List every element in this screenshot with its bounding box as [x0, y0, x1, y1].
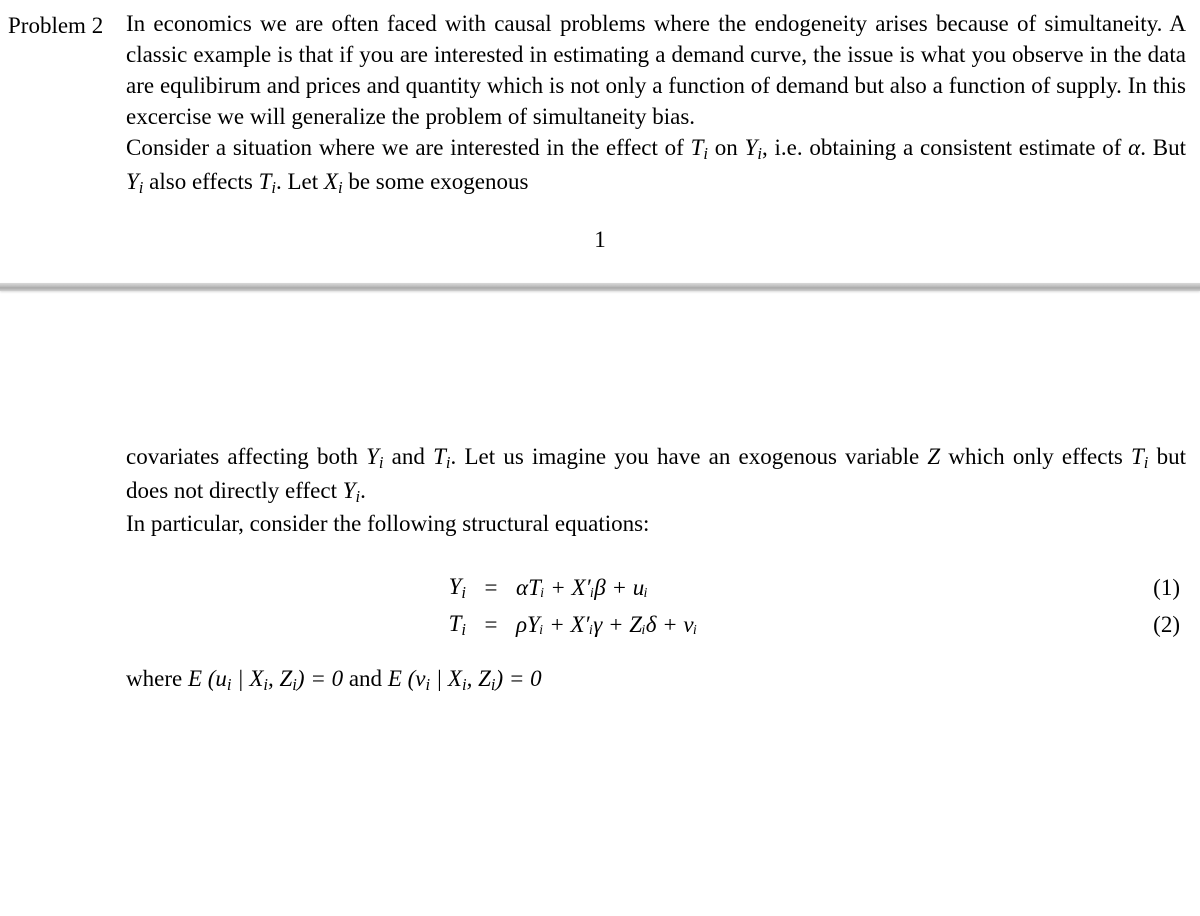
problem-body: In economics we are often faced with cau…	[126, 8, 1186, 199]
E-expr-2: E (vi | Xi, Zi) = 0	[388, 666, 542, 691]
var-Y: Y	[126, 169, 139, 194]
text-exog: be some exogenous	[343, 169, 529, 194]
eq1-rhs: αTᵢ + X′ᵢβ + uᵢ	[516, 570, 1120, 606]
eq2-number: (2)	[1120, 607, 1186, 643]
e2-mid: | X	[430, 666, 462, 691]
text-and: and	[383, 444, 433, 469]
para4-text: In particular, consider the following st…	[126, 511, 649, 536]
problem-label: Problem 2	[8, 8, 126, 41]
e1-close: ) = 0	[297, 666, 343, 691]
equations-block: Yi = αTᵢ + X′ᵢβ + uᵢ (1) Ti = ρYᵢ + X′ᵢγ…	[126, 569, 1186, 643]
and-text: and	[343, 666, 388, 691]
document-page: Problem 2 In economics we are often face…	[0, 0, 1200, 696]
para3-prefix: covariates affecting both	[126, 444, 366, 469]
text-also: also effects	[143, 169, 258, 194]
e2-close: ) = 0	[495, 666, 541, 691]
page-divider	[0, 283, 1200, 291]
equation-1: Yi = αTᵢ + X′ᵢβ + uᵢ (1)	[126, 569, 1186, 606]
e1-mid: | X	[232, 666, 264, 691]
e2-comma: , Z	[467, 666, 491, 691]
var-Z: Z	[927, 444, 940, 469]
where-text: where	[126, 666, 188, 691]
problem-block: Problem 2 In economics we are often face…	[0, 0, 1200, 199]
var-Y: Y	[366, 444, 379, 469]
condition-line: where E (ui | Xi, Zi) = 0 and E (vi | Xi…	[126, 663, 1186, 696]
e1-comma: , Z	[268, 666, 292, 691]
var-Y: Y	[745, 135, 758, 160]
eq2-rhs: ρYᵢ + X′ᵢγ + Zᵢδ + vᵢ	[516, 607, 1120, 643]
equals-sign: =	[466, 607, 516, 643]
e2-a: E (v	[388, 666, 426, 691]
para3-rest: . Let us imagine you have an exogenous v…	[451, 444, 928, 469]
text-which: which only effects	[940, 444, 1131, 469]
text-period: .	[360, 478, 366, 503]
text-but: . But	[1140, 135, 1186, 160]
var-alpha: α	[1128, 135, 1140, 160]
continuation-block: covariates affecting both Yi and Ti. Let…	[0, 441, 1200, 696]
equation-2: Ti = ρYᵢ + X′ᵢγ + Zᵢδ + vᵢ (2)	[126, 606, 1186, 643]
text-after-on: , i.e. obtain­ing a consistent estimate …	[762, 135, 1128, 160]
eq1-number: (1)	[1120, 570, 1186, 606]
page-number: 1	[0, 227, 1200, 253]
text-on: on	[708, 135, 745, 160]
var-T: T	[1131, 444, 1144, 469]
var-T: T	[433, 444, 446, 469]
text-letx: . Let	[276, 169, 324, 194]
var-Y: Y	[343, 478, 356, 503]
e1-a: E (u	[188, 666, 227, 691]
E-expr: E (ui | Xi, Zi) = 0	[188, 666, 343, 691]
equals-sign: =	[466, 570, 516, 606]
para2-prefix: Consider a situation where we are intere…	[126, 135, 691, 160]
para1-text: In economics we are often faced with cau…	[126, 11, 1186, 129]
var-X: X	[324, 169, 338, 194]
var-T: T	[691, 135, 704, 160]
eq1-lhs-var: Y	[449, 574, 462, 599]
eq2-lhs-var: T	[449, 611, 462, 636]
var-T: T	[259, 169, 272, 194]
